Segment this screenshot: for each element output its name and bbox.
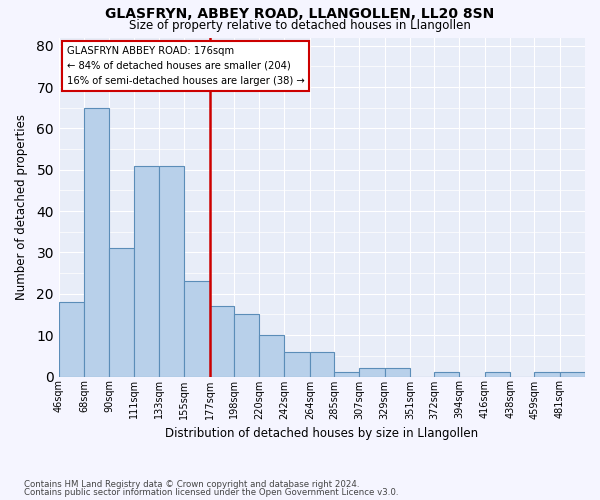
Bar bbox=[434, 372, 460, 376]
Bar bbox=[385, 368, 410, 376]
Text: Contains HM Land Registry data © Crown copyright and database right 2024.: Contains HM Land Registry data © Crown c… bbox=[24, 480, 359, 489]
Bar bbox=[310, 352, 334, 376]
Bar bbox=[485, 372, 510, 376]
Bar bbox=[59, 302, 84, 376]
Bar bbox=[134, 166, 159, 376]
Bar bbox=[535, 372, 560, 376]
Bar bbox=[84, 108, 109, 376]
Bar bbox=[359, 368, 385, 376]
Text: GLASFRYN, ABBEY ROAD, LLANGOLLEN, LL20 8SN: GLASFRYN, ABBEY ROAD, LLANGOLLEN, LL20 8… bbox=[106, 8, 494, 22]
Bar bbox=[184, 282, 209, 376]
Bar bbox=[334, 372, 359, 376]
Text: GLASFRYN ABBEY ROAD: 176sqm
← 84% of detached houses are smaller (204)
16% of se: GLASFRYN ABBEY ROAD: 176sqm ← 84% of det… bbox=[67, 46, 304, 86]
Bar bbox=[109, 248, 134, 376]
Y-axis label: Number of detached properties: Number of detached properties bbox=[15, 114, 28, 300]
Text: Size of property relative to detached houses in Llangollen: Size of property relative to detached ho… bbox=[129, 18, 471, 32]
Bar bbox=[209, 306, 234, 376]
Bar bbox=[259, 335, 284, 376]
Bar bbox=[159, 166, 184, 376]
Bar bbox=[234, 314, 259, 376]
X-axis label: Distribution of detached houses by size in Llangollen: Distribution of detached houses by size … bbox=[166, 427, 478, 440]
Bar bbox=[560, 372, 585, 376]
Bar bbox=[284, 352, 310, 376]
Text: Contains public sector information licensed under the Open Government Licence v3: Contains public sector information licen… bbox=[24, 488, 398, 497]
